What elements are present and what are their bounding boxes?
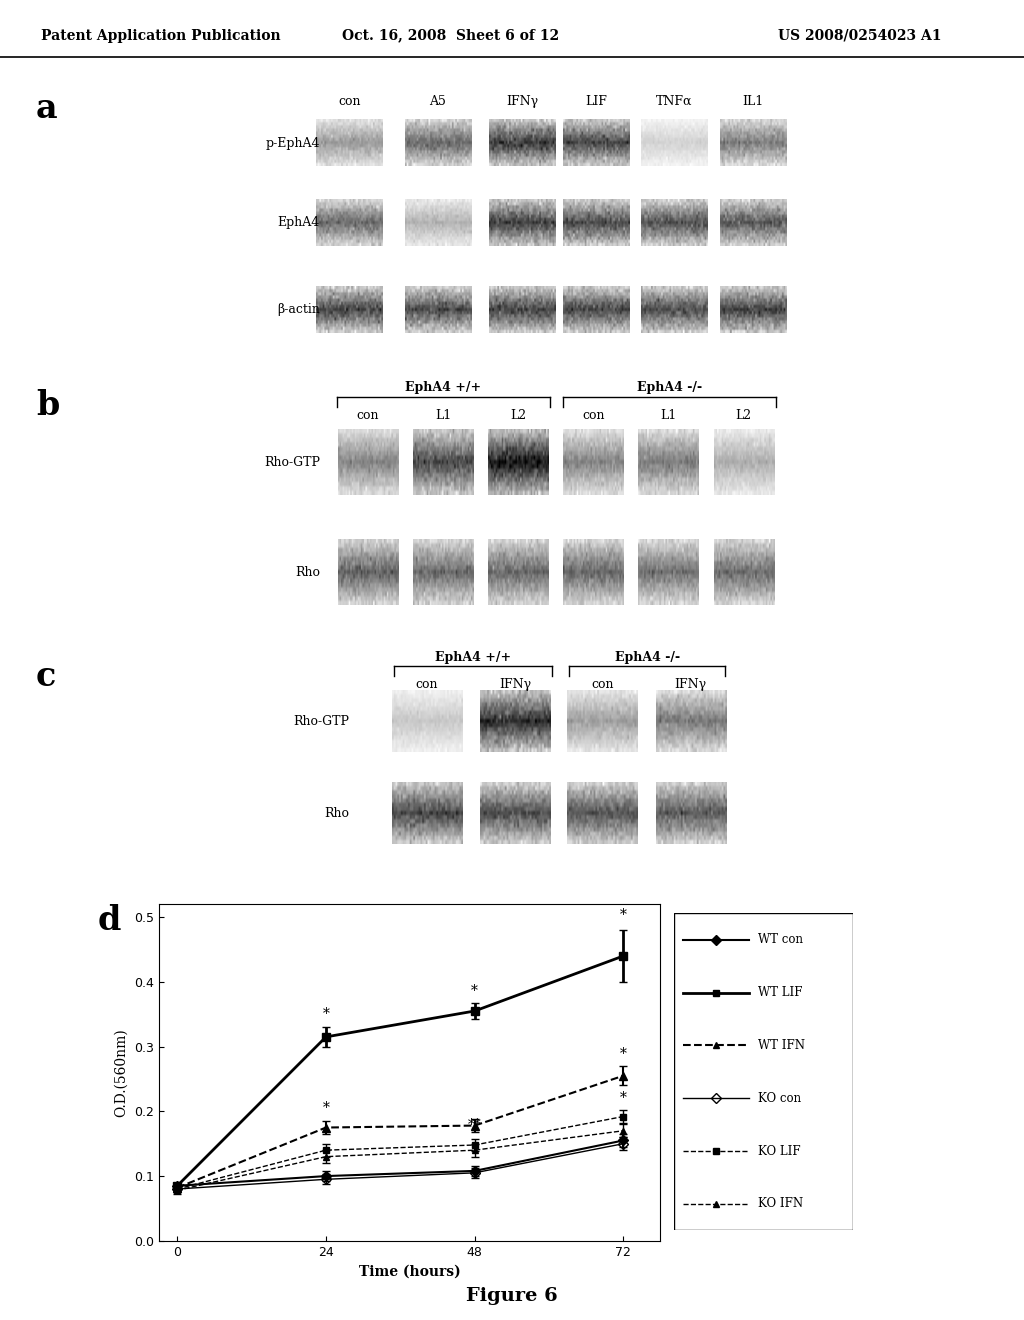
Text: con: con [591, 678, 613, 692]
Text: d: d [97, 904, 121, 937]
Text: con: con [356, 409, 379, 422]
Text: Rho-GTP: Rho-GTP [294, 715, 349, 727]
Text: *: * [323, 1007, 330, 1020]
Text: con: con [583, 409, 605, 422]
Text: Patent Application Publication: Patent Application Publication [41, 29, 281, 42]
Text: IL1: IL1 [742, 95, 763, 108]
X-axis label: Time (hours): Time (hours) [358, 1265, 461, 1278]
Text: *: * [471, 983, 478, 998]
Text: EphA4 -/-: EphA4 -/- [614, 651, 680, 664]
Text: p-EphA4: p-EphA4 [265, 137, 319, 149]
Text: KO IFN: KO IFN [758, 1197, 803, 1210]
Text: L1: L1 [660, 409, 677, 422]
Text: KO LIF: KO LIF [758, 1144, 801, 1158]
Text: WT con: WT con [758, 933, 803, 946]
Text: TNFα: TNFα [655, 95, 692, 108]
Text: Oct. 16, 2008  Sheet 6 of 12: Oct. 16, 2008 Sheet 6 of 12 [342, 29, 559, 42]
Text: EphA4: EphA4 [278, 216, 319, 228]
Text: b: b [36, 389, 59, 422]
Text: **: ** [468, 1118, 481, 1133]
Text: *: * [323, 1101, 330, 1114]
Text: EphA4 +/+: EphA4 +/+ [435, 651, 511, 664]
Text: *: * [620, 908, 627, 923]
Text: *: * [620, 1047, 627, 1061]
Text: *: * [620, 1090, 627, 1105]
Text: WT IFN: WT IFN [758, 1039, 805, 1052]
Text: con: con [338, 95, 360, 108]
Text: a: a [36, 92, 57, 125]
Text: KO con: KO con [758, 1092, 801, 1105]
Text: EphA4 +/+: EphA4 +/+ [406, 381, 481, 395]
Text: L2: L2 [510, 409, 526, 422]
Text: IFNγ: IFNγ [507, 95, 539, 108]
Text: con: con [416, 678, 438, 692]
Text: IFNγ: IFNγ [500, 678, 531, 692]
Text: WT LIF: WT LIF [758, 986, 803, 999]
Text: c: c [36, 660, 56, 693]
Text: A5: A5 [429, 95, 446, 108]
Y-axis label: O.D.(560nm): O.D.(560nm) [115, 1028, 128, 1117]
Text: US 2008/0254023 A1: US 2008/0254023 A1 [778, 29, 942, 42]
Text: Figure 6: Figure 6 [466, 1287, 558, 1305]
Text: LIF: LIF [586, 95, 607, 108]
Text: Rho: Rho [325, 807, 349, 820]
Text: L1: L1 [435, 409, 452, 422]
Text: EphA4 -/-: EphA4 -/- [637, 381, 701, 395]
Text: β-actin: β-actin [278, 304, 319, 315]
Text: IFNγ: IFNγ [675, 678, 707, 692]
Text: L2: L2 [736, 409, 752, 422]
Text: Rho-GTP: Rho-GTP [264, 455, 319, 469]
Text: Rho: Rho [295, 566, 319, 579]
